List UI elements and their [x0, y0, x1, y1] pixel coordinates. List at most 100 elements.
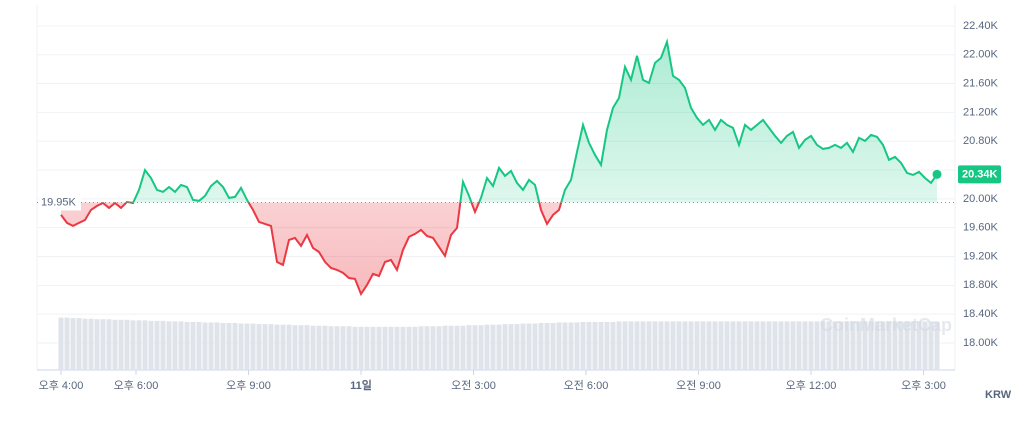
volume-bar	[364, 326, 370, 370]
area-up	[61, 41, 937, 203]
volume-bar	[232, 323, 238, 370]
y-tick-label: 20.00K	[963, 193, 999, 205]
volume-bar	[604, 321, 610, 370]
volume-bar	[856, 321, 862, 370]
volume-bar	[178, 321, 184, 370]
volume-bar	[784, 321, 790, 370]
volume-bar	[730, 321, 736, 370]
volume-bar	[580, 321, 586, 370]
volume-bar	[652, 321, 658, 370]
y-tick-label: 18.00K	[963, 337, 999, 349]
volume-bar	[712, 321, 718, 370]
volume-bar	[526, 323, 532, 370]
last-price-label: 20.34K	[962, 168, 998, 180]
volume-bar	[196, 321, 202, 370]
volume-bar	[430, 326, 436, 370]
volume-bar	[88, 318, 94, 370]
volume-bar	[286, 324, 292, 370]
volume-bar	[790, 321, 796, 370]
volume-bar	[412, 326, 418, 370]
volume-bar	[184, 321, 190, 370]
volume-bar	[394, 326, 400, 370]
volume-bar	[460, 325, 466, 370]
volume-bar	[64, 317, 70, 370]
volume-bar	[520, 323, 526, 370]
volume-bar	[586, 321, 592, 370]
volume-bar	[928, 321, 934, 370]
volume-bar	[628, 321, 634, 370]
volume-bar	[754, 321, 760, 370]
volume-bar	[532, 323, 538, 370]
volume-bar	[886, 321, 892, 370]
volume-bar	[274, 324, 280, 370]
volume-bar	[130, 320, 136, 370]
volume-bar	[358, 326, 364, 370]
volume-bar	[598, 321, 604, 370]
volume-bar	[154, 320, 160, 370]
volume-bar	[664, 321, 670, 370]
volume-bar	[142, 320, 148, 370]
volume-bar	[70, 318, 76, 370]
volume-bar	[796, 321, 802, 370]
volume-bar	[124, 319, 130, 370]
volume-bar	[724, 321, 730, 370]
volume-bar	[346, 326, 352, 370]
volume-bar	[556, 322, 562, 370]
volume-bar	[700, 321, 706, 370]
volume-bar	[388, 326, 394, 370]
volume-bar	[214, 322, 220, 370]
volume-bar	[292, 325, 298, 370]
volume-bar	[658, 321, 664, 370]
volume-bar	[874, 321, 880, 370]
y-tick-label: 22.40K	[963, 20, 999, 32]
x-tick-label: 오전 6:00	[564, 379, 609, 392]
last-price-box	[958, 165, 1001, 184]
volume-bar	[676, 321, 682, 370]
y-tick-label: 19.60K	[963, 222, 999, 234]
volume-bar	[838, 321, 844, 370]
volume-bar	[76, 318, 82, 370]
volume-bar	[502, 324, 508, 370]
volume-bar	[418, 326, 424, 370]
volume-bar	[322, 325, 328, 370]
volume-bar	[496, 324, 502, 370]
volume-bar	[484, 324, 490, 370]
volume-bar	[490, 324, 496, 370]
volume-bar	[610, 321, 616, 370]
volume-bar	[622, 321, 628, 370]
volume-bar	[568, 322, 574, 370]
volume-bar	[406, 326, 412, 370]
volume-bar	[376, 326, 382, 370]
volume-bar	[514, 324, 520, 370]
volume-bar	[280, 324, 286, 370]
volume-bar	[892, 321, 898, 370]
volume-bar	[304, 325, 310, 370]
volume-bar	[256, 324, 262, 370]
volume-bar	[748, 321, 754, 370]
volume-bar	[148, 320, 154, 370]
volume-bar	[340, 326, 346, 370]
volume-bar	[850, 321, 856, 370]
volume-bar	[118, 319, 124, 370]
volume-bar	[538, 323, 544, 370]
volume-bar	[382, 326, 388, 370]
volume-bar	[934, 321, 940, 370]
watermark: CoinMarketCap	[820, 315, 952, 335]
volume-bar	[328, 326, 334, 370]
volume-bar	[202, 322, 208, 370]
area-down	[61, 202, 562, 294]
volume-bar	[820, 321, 826, 370]
volume-bar	[550, 323, 556, 370]
volume-bar	[220, 323, 226, 370]
volume-bar	[454, 325, 460, 370]
x-tick-label: 오전 9:00	[676, 379, 721, 392]
volume-bar	[718, 321, 724, 370]
volume-bar	[508, 324, 514, 370]
volume-bar	[646, 321, 652, 370]
x-tick-label: 11일	[350, 378, 372, 392]
x-tick-label: 오후 4:00	[39, 379, 84, 392]
currency: KRW	[985, 389, 1012, 401]
volume-bar	[466, 325, 472, 370]
volume-bar	[112, 319, 118, 370]
volume-bar	[766, 321, 772, 370]
